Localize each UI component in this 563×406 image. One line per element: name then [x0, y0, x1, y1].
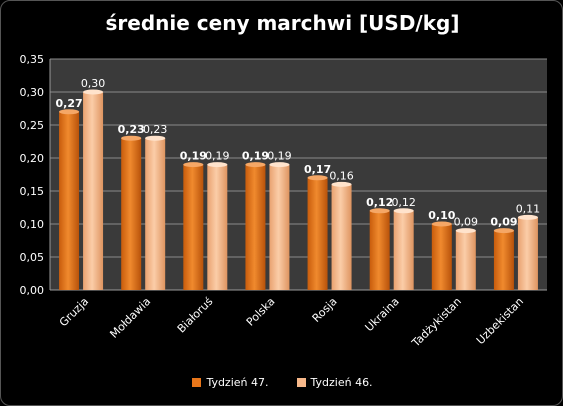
bar-top	[493, 228, 514, 234]
bar-top	[121, 135, 142, 141]
bar-week46	[269, 164, 290, 290]
y-tick-label: 0,25	[20, 119, 45, 132]
bar-top	[207, 162, 228, 168]
legend-item: Tydzień 47.	[192, 376, 269, 389]
bar-top	[183, 162, 204, 168]
x-tick-label: Ukraina	[363, 295, 402, 334]
data-label: 0,23	[143, 123, 168, 136]
x-tick-label: Tadżykistan	[409, 295, 464, 350]
x-tick-label: Mołdawia	[107, 295, 153, 341]
legend: Tydzień 47. Tydzień 46.	[1, 376, 562, 389]
bar-week47	[121, 138, 142, 290]
data-label: 0,30	[81, 77, 106, 90]
y-tick-label: 0,10	[20, 218, 45, 231]
x-tick-label: Białoruś	[175, 295, 216, 336]
bar-top	[369, 208, 390, 214]
x-tick-label: Uzbekistan	[474, 295, 526, 347]
bar-week46	[393, 210, 414, 290]
x-tick-label: Gruzja	[57, 295, 91, 329]
chart-title: średnie ceny marchwi [USD/kg]	[105, 11, 460, 35]
bar-week47	[431, 224, 452, 290]
bar-top	[455, 228, 476, 234]
data-label: 0,19	[180, 150, 207, 163]
legend-label: Tydzień 47.	[206, 376, 269, 389]
bar-top	[269, 162, 290, 168]
bar-week47	[369, 210, 390, 290]
data-label: 0,19	[205, 150, 230, 163]
bar-week47	[245, 164, 266, 290]
legend-swatch	[192, 378, 202, 387]
bar-week47	[59, 111, 80, 290]
data-label: 0,10	[428, 209, 455, 222]
data-label: 0,17	[304, 163, 331, 176]
y-tick-label: 0,15	[20, 185, 45, 198]
y-tick-label: 0,00	[20, 284, 45, 297]
data-label: 0,12	[366, 196, 393, 209]
bar-week47	[183, 164, 204, 290]
bar-top	[59, 109, 80, 115]
y-tick-label: 0,35	[20, 53, 45, 66]
legend-label: Tydzień 46.	[310, 376, 373, 389]
y-tick-label: 0,20	[20, 152, 45, 165]
bar-top	[431, 221, 452, 227]
data-label: 0,11	[516, 202, 541, 215]
bar-week46	[517, 217, 538, 290]
bar-week47	[307, 177, 328, 290]
bar-week46	[83, 92, 104, 290]
bar-top	[245, 162, 266, 168]
data-label: 0,12	[391, 196, 416, 209]
bar-top	[331, 181, 352, 187]
bar-week46	[145, 138, 166, 290]
bar-week47	[493, 230, 514, 290]
y-tick-label: 0,05	[20, 251, 45, 264]
bar-top	[393, 208, 414, 214]
bar-week46	[331, 184, 352, 290]
bar-week46	[207, 164, 228, 290]
legend-swatch	[296, 378, 306, 387]
legend-item: Tydzień 46.	[296, 376, 373, 389]
plot-area: 0,00 0,05 0,10 0,15 0,20 0,25 0,30 0,35 0,27 0,30…	[20, 53, 547, 350]
data-label: 0,19	[242, 150, 269, 163]
x-tick-label: Polska	[244, 295, 278, 329]
data-label: 0,23	[118, 123, 145, 136]
x-tick-label: Rosja	[310, 295, 340, 325]
bar-top	[517, 214, 538, 220]
data-label: 0,09	[454, 216, 479, 229]
bar-top	[145, 135, 166, 141]
y-tick-label: 0,30	[20, 86, 45, 99]
data-label: 0,16	[329, 169, 354, 182]
data-label: 0,09	[490, 216, 517, 229]
data-label: 0,19	[267, 150, 292, 163]
data-label: 0,27	[55, 97, 82, 110]
bar-top	[307, 175, 328, 181]
bar-week46	[455, 230, 476, 290]
bar-top	[83, 89, 104, 95]
